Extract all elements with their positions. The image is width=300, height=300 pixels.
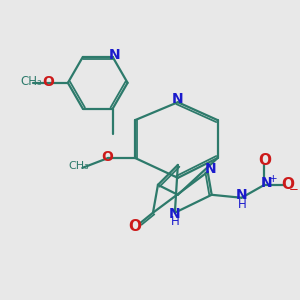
Text: N: N xyxy=(204,162,216,176)
Text: O: O xyxy=(101,150,112,164)
Text: N: N xyxy=(109,48,121,62)
Text: O: O xyxy=(281,177,294,192)
Text: H: H xyxy=(171,214,180,228)
Text: N: N xyxy=(169,207,180,221)
Text: O: O xyxy=(259,153,272,168)
Text: +: + xyxy=(268,174,277,184)
Text: N: N xyxy=(260,176,272,190)
Text: N: N xyxy=(172,92,184,106)
Text: −: − xyxy=(289,183,299,196)
Text: N: N xyxy=(236,188,248,202)
Text: O: O xyxy=(42,75,54,89)
Text: CH₃: CH₃ xyxy=(68,160,89,170)
Text: H: H xyxy=(238,198,247,211)
Text: O: O xyxy=(129,219,142,234)
Text: CH₃: CH₃ xyxy=(20,75,42,88)
